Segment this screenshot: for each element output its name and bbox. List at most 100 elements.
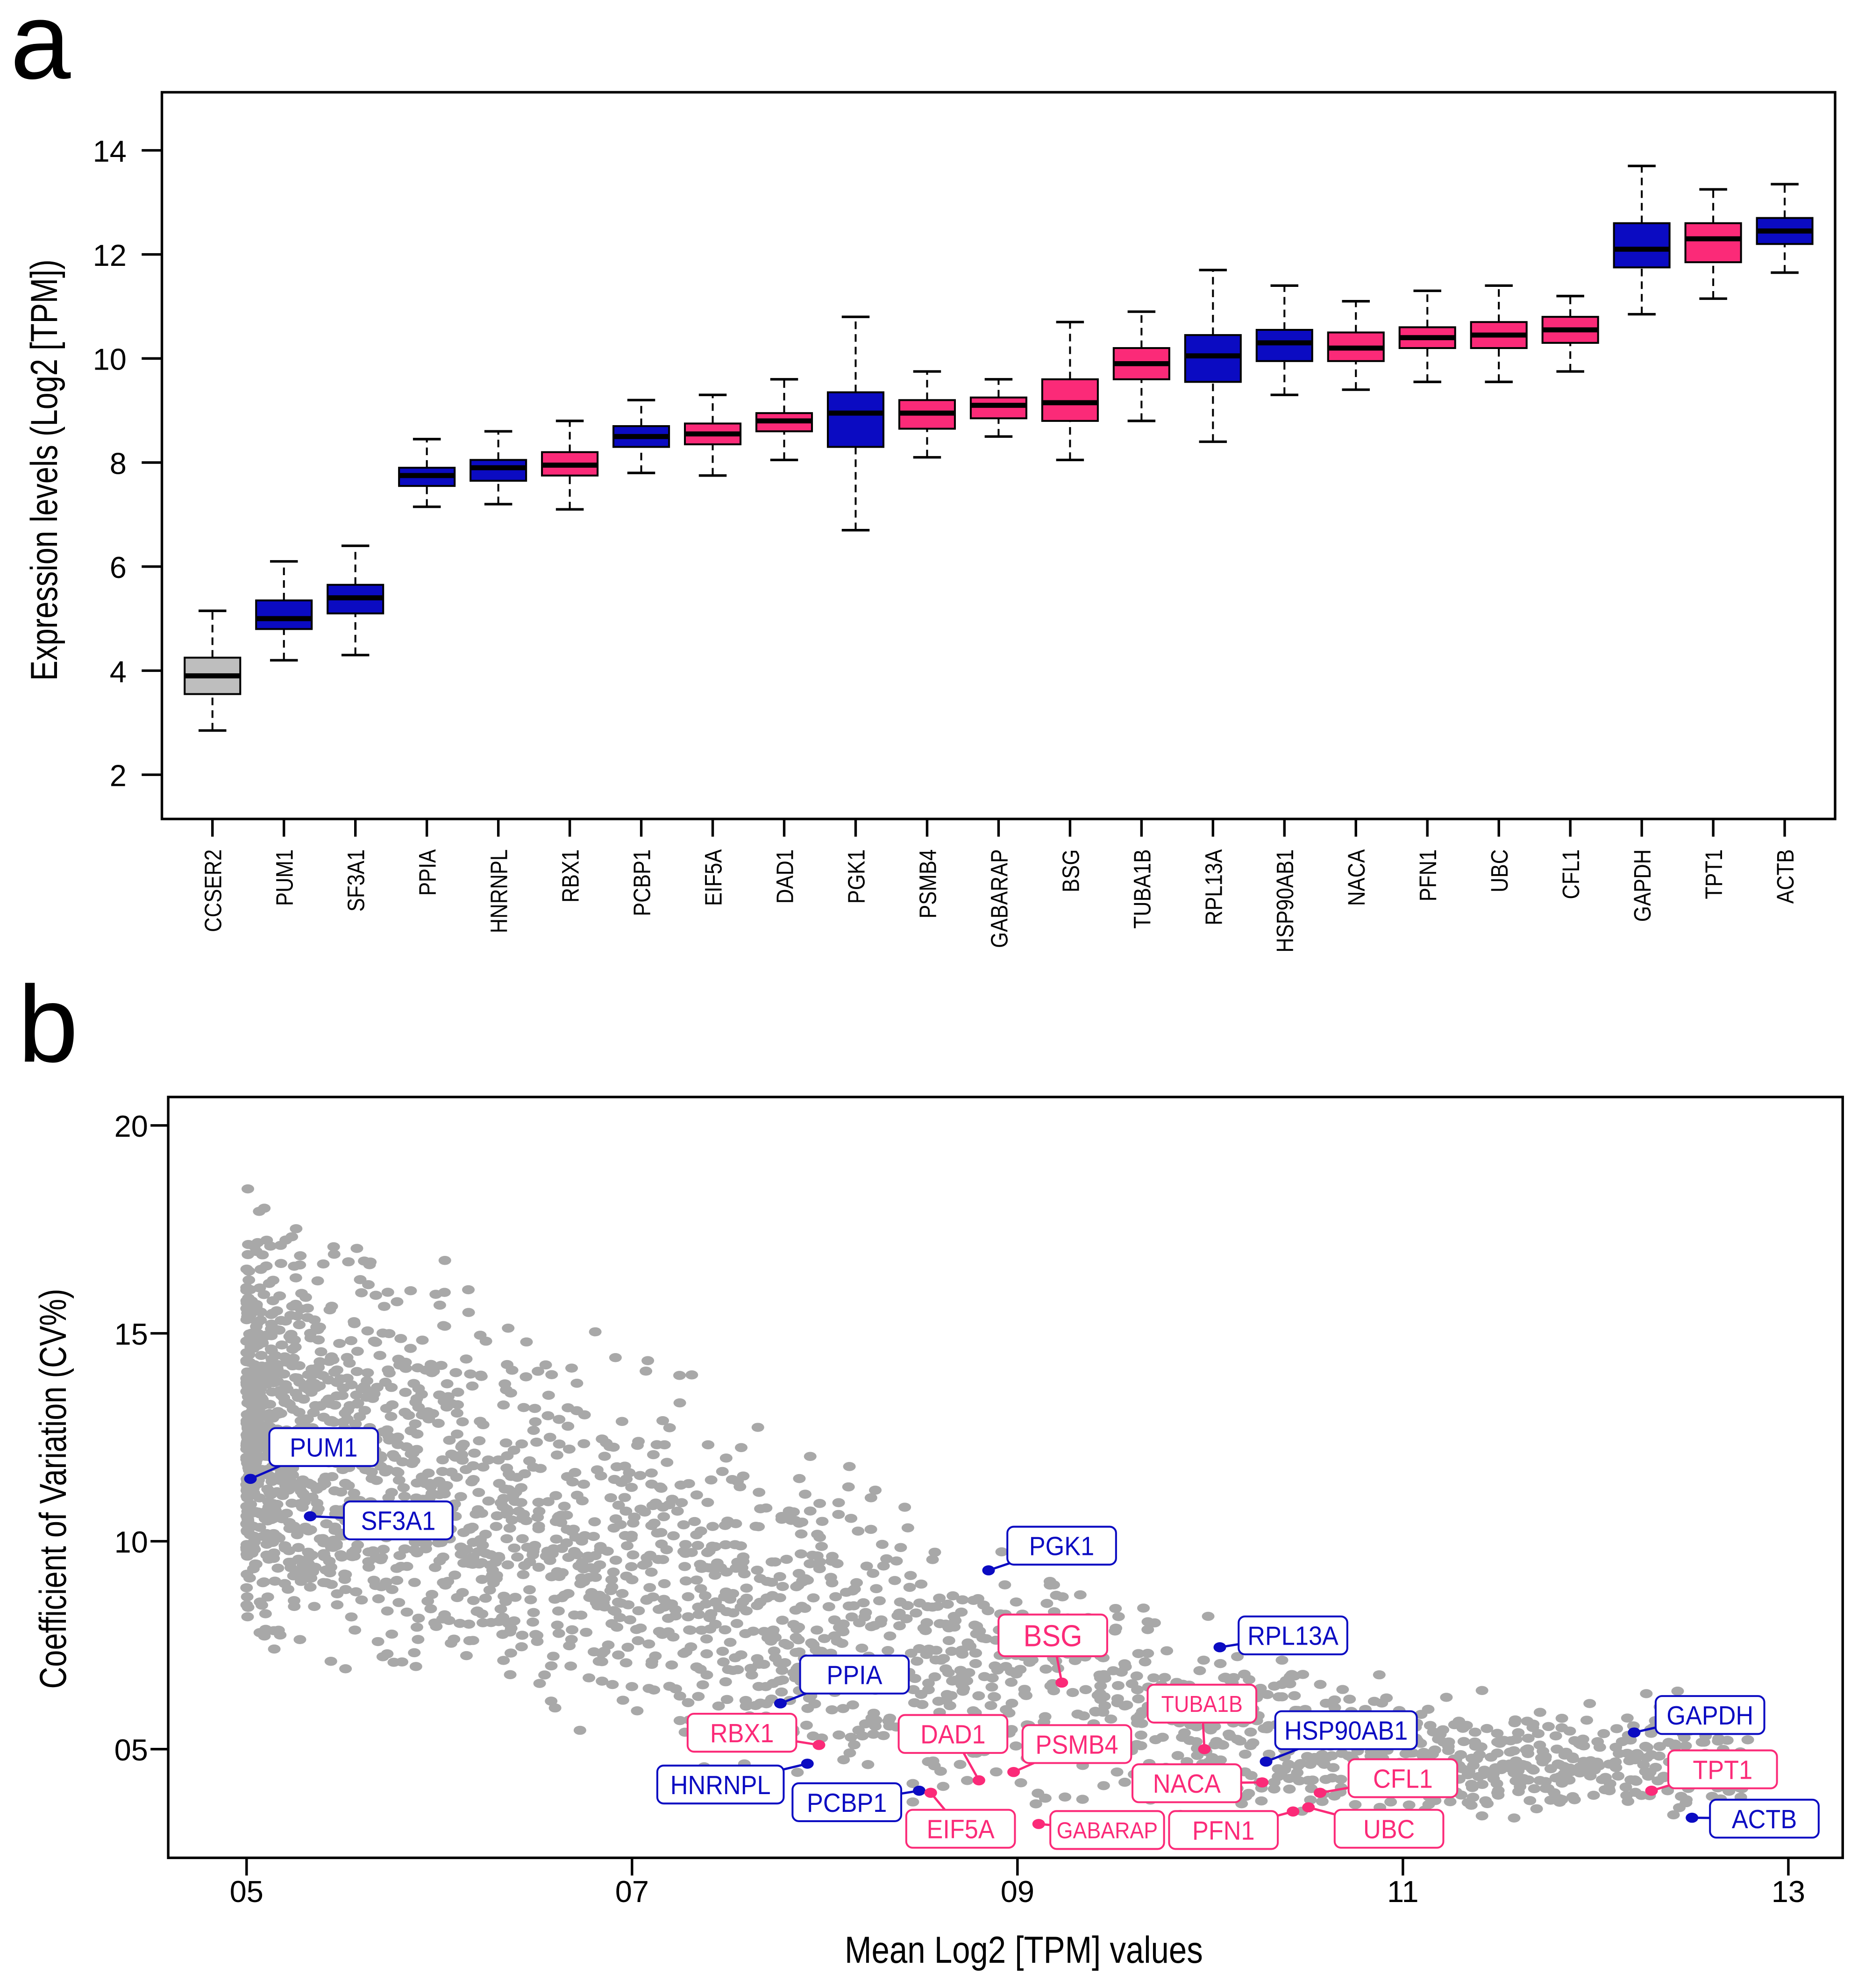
gene-point — [1628, 1775, 1641, 1785]
gene-point — [1741, 1735, 1754, 1745]
gene-point — [408, 1648, 421, 1658]
gene-point — [621, 1541, 634, 1551]
gene-point — [1535, 1753, 1548, 1763]
gene-point — [703, 1613, 716, 1623]
gene-point — [1245, 1771, 1258, 1781]
gene-point — [553, 1415, 566, 1424]
gene-point — [409, 1397, 422, 1407]
gene-point — [776, 1675, 790, 1685]
gene-point — [869, 1485, 882, 1495]
gene-point — [1657, 1773, 1670, 1782]
gene-label-actb: ACTB — [1686, 1798, 1820, 1839]
gene-point — [696, 1680, 709, 1689]
gene-point — [1680, 1798, 1693, 1808]
gene-point — [729, 1653, 742, 1662]
gene-point — [1258, 1724, 1271, 1733]
gene-point — [738, 1569, 751, 1579]
x-tick-label: 07 — [615, 1874, 649, 1909]
gene-point — [719, 1677, 732, 1687]
label-text: SF3A1 — [361, 1506, 436, 1536]
gene-point — [555, 1544, 568, 1553]
gene-point — [808, 1699, 821, 1709]
gene-point — [1094, 1681, 1107, 1691]
gene-point — [671, 1506, 684, 1516]
gene-point — [392, 1475, 406, 1485]
gene-point — [1107, 1666, 1120, 1675]
gene-point — [339, 1664, 352, 1674]
x-tick-label: GABARAP — [986, 849, 1013, 948]
gene-point — [242, 1519, 255, 1529]
box-tpt1 — [1684, 222, 1742, 264]
gene-point — [1599, 1773, 1612, 1782]
gene-point — [362, 1547, 375, 1557]
y-tick-label: 8 — [110, 446, 127, 480]
gene-point — [833, 1730, 846, 1740]
gene-point — [1424, 1721, 1437, 1730]
gene-label-rpl13a: RPL13A — [1213, 1615, 1348, 1655]
gene-point — [658, 1579, 671, 1589]
gene-point — [790, 1648, 803, 1657]
gene-point — [385, 1382, 398, 1392]
gene-point — [1018, 1689, 1031, 1699]
gene-point — [678, 1562, 691, 1571]
gene-point — [263, 1279, 276, 1288]
label-text: GAPDH — [1666, 1701, 1753, 1730]
gene-point — [330, 1378, 343, 1387]
gene-point — [286, 1470, 299, 1480]
gene-point — [468, 1448, 481, 1458]
gene-point — [1231, 1652, 1244, 1661]
gene-point — [1472, 1772, 1485, 1781]
gene-point — [815, 1542, 828, 1551]
gene-point — [566, 1477, 579, 1487]
x-tick-label: EIF5A — [700, 849, 727, 906]
gene-point — [776, 1582, 789, 1591]
gene-point — [412, 1613, 425, 1623]
gene-point — [665, 1660, 678, 1670]
gene-point — [242, 1275, 256, 1285]
gene-point — [931, 1602, 944, 1611]
gene-point — [946, 1676, 959, 1686]
x-tick-label: DAD1 — [772, 849, 798, 904]
gene-point — [1267, 1777, 1281, 1787]
gene-point — [1522, 1733, 1535, 1743]
gene-point — [533, 1679, 546, 1688]
gene-point — [577, 1480, 591, 1489]
gene-point — [583, 1673, 596, 1682]
x-tick-label: 05 — [230, 1874, 263, 1909]
gene-point — [336, 1465, 349, 1475]
gene-point — [363, 1260, 376, 1269]
gene-point — [682, 1592, 695, 1602]
gene-point — [1549, 1773, 1562, 1783]
gene-point — [532, 1521, 545, 1531]
gene-point — [241, 1432, 254, 1442]
gene-point — [392, 1440, 405, 1449]
gene-point — [346, 1552, 359, 1561]
gene-point — [1246, 1738, 1260, 1747]
gene-point — [411, 1363, 424, 1373]
gene-point — [541, 1411, 555, 1420]
gene-point — [767, 1679, 780, 1688]
gene-point — [811, 1530, 824, 1539]
gene-point — [1111, 1767, 1124, 1777]
gene-point — [679, 1540, 692, 1549]
gene-point — [692, 1610, 705, 1619]
gene-point — [1306, 1775, 1319, 1785]
gene-point — [734, 1561, 747, 1571]
gene-point — [361, 1326, 374, 1336]
gene-point — [381, 1606, 394, 1616]
gene-point — [976, 1633, 989, 1643]
gene-point — [288, 1602, 301, 1611]
gene-point — [894, 1597, 907, 1607]
gene-point — [625, 1482, 638, 1492]
gene-point — [794, 1549, 808, 1559]
gene-point — [289, 1299, 302, 1309]
gene-point — [273, 1291, 286, 1301]
gene-point — [1131, 1718, 1144, 1728]
gene-point — [428, 1563, 441, 1572]
gene-point — [261, 1592, 274, 1602]
gene-point — [695, 1625, 708, 1635]
gene-point — [949, 1616, 962, 1625]
gene-point — [1066, 1688, 1079, 1697]
gene-point — [291, 1311, 304, 1321]
x-tick-label: PSMB4 — [915, 849, 941, 919]
